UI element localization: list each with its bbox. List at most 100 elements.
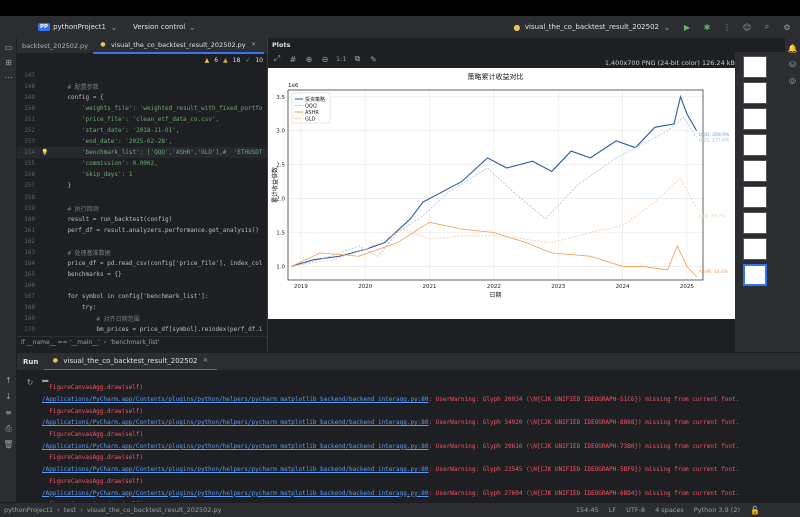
vcs-menu[interactable]: Version control ⌄: [133, 22, 197, 32]
code-line[interactable]: 158: [17, 192, 267, 203]
trash-icon[interactable]: 🗑: [3, 440, 14, 449]
code-line[interactable]: 162: [17, 236, 267, 247]
code-line[interactable]: 161 perf_df = result.analyzers.performan…: [17, 225, 267, 236]
notifications-icon[interactable]: 🔔: [787, 44, 798, 53]
y-tick-label: 1.5: [276, 231, 285, 237]
line-number: 154: [24, 149, 35, 157]
close-icon[interactable]: ✕: [251, 41, 257, 48]
python-file-icon: ●: [52, 357, 58, 364]
line-number: 164: [24, 259, 35, 267]
code-line[interactable]: 164 price_df = pd.read_csv(config['price…: [17, 258, 267, 269]
up-arrow-icon[interactable]: ↑: [5, 376, 12, 385]
status-path-folder[interactable]: test: [63, 506, 77, 514]
code-line[interactable]: 167 for symbol in config['benchmark_list…: [17, 291, 267, 302]
code-line[interactable]: 148 # 配置参数: [17, 81, 267, 92]
indent-setting[interactable]: 4 spaces: [655, 506, 684, 514]
code-line[interactable]: 163 # 处理基准数据: [17, 247, 267, 258]
code-line[interactable]: 149 config = {: [17, 92, 267, 103]
python-interpreter[interactable]: Python 3.9 (2): [693, 506, 740, 514]
print-icon[interactable]: ⎙: [5, 424, 12, 433]
down-arrow-icon[interactable]: ↓: [5, 392, 12, 401]
plot-thumbnail[interactable]: [743, 134, 767, 156]
plot-thumbnail[interactable]: [743, 108, 767, 130]
console-file-link[interactable]: /Applications/PyCharm.app/Contents/plugi…: [42, 419, 429, 427]
console-line: FigureCanvasAgg.draw(self): [38, 476, 800, 488]
plot-thumbnail[interactable]: [743, 56, 767, 78]
line-separator[interactable]: LF: [608, 506, 617, 514]
plot-thumbnail[interactable]: [743, 212, 767, 234]
settings-gear-icon[interactable]: ⚙: [783, 22, 791, 32]
code-line[interactable]: 154 💡 'benchmark_list': ['QQQ','ASHR','GL…: [17, 147, 267, 159]
code-editor[interactable]: ▲ 6 ▲ 18 ✓ 10 147 148 # 配置参数 149 config = {15…: [17, 54, 267, 336]
code-line[interactable]: 169 # 对齐日期范围: [17, 313, 267, 324]
plot-thumbnail-selected[interactable]: [743, 264, 767, 286]
run-config-tab[interactable]: ● visual_the_co_backtest_result_202502 ✕: [44, 353, 217, 371]
code-text: }: [53, 182, 72, 190]
close-icon[interactable]: ✕: [202, 357, 209, 364]
copy-icon[interactable]: ⧉: [354, 54, 361, 63]
console-file-link[interactable]: /Applications/PyCharm.app/Contents/plugi…: [42, 396, 429, 404]
tab-label: backtest_202502.py: [22, 41, 89, 50]
run-config-selector[interactable]: ● visual_the_co_backtest_result_202502 ⌄: [512, 22, 672, 32]
fit-icon[interactable]: ⤢: [273, 54, 281, 63]
code-line[interactable]: 151 'price_file': 'clean_etf_data_co.csv…: [17, 114, 267, 125]
project-switcher[interactable]: PP pythonProject1 ⌄: [38, 22, 119, 32]
code-line[interactable]: 156 'skip_days': 1: [17, 169, 267, 180]
chevron-down-icon: ⌄: [188, 22, 196, 32]
zoom-out-icon[interactable]: ⊖: [321, 54, 329, 64]
plot-thumbnail[interactable]: [743, 82, 767, 104]
status-path-project[interactable]: pythonProject1: [4, 506, 54, 514]
code-line[interactable]: 152 'start_date': '2018-11-01',: [17, 125, 267, 136]
more-tools-icon[interactable]: ⋯: [4, 73, 13, 82]
console-line: /Applications/PyCharm.app/Contents/plugi…: [38, 464, 800, 476]
zoom-actual-size[interactable]: 1:1: [336, 55, 347, 63]
code-line[interactable]: 165 benchmarks = {}: [17, 269, 267, 280]
soft-wrap-icon[interactable]: ≡: [5, 408, 12, 417]
title-bar: PP pythonProject1 ⌄ Version control ⌄ ● …: [0, 16, 800, 38]
grid-icon[interactable]: #: [289, 54, 297, 64]
run-icon[interactable]: ▶: [683, 22, 691, 32]
lightbulb-icon[interactable]: 💡: [41, 149, 49, 157]
breadcrumb-item[interactable]: 'benchmark_list': [110, 339, 160, 346]
plot-thumbnail[interactable]: [743, 186, 767, 208]
tab-visual-backtest[interactable]: ● visual_the_co_backtest_result_202502.p…: [93, 38, 264, 54]
code-line[interactable]: 147: [17, 70, 267, 81]
status-path: pythonProject1 › test › visual_the_co_ba…: [4, 506, 222, 514]
caret-position[interactable]: 154:45: [575, 506, 599, 514]
code-text: 'benchmark_list': ['QQQ','ASHR','GLD'],#…: [53, 149, 263, 157]
code-line[interactable]: 155 'commission': 0.0002,: [17, 158, 267, 169]
status-path-file[interactable]: visual_the_co_backtest_result_202502.py: [86, 506, 222, 514]
code-line[interactable]: 159 # 执行回测: [17, 203, 267, 214]
run-console[interactable]: FigureCanvasAgg.draw(self) /Applications/…: [38, 382, 800, 514]
console-file-link[interactable]: /Applications/PyCharm.app/Contents/plugi…: [42, 489, 429, 497]
code-line[interactable]: 157 }: [17, 180, 267, 191]
code-line[interactable]: 166: [17, 280, 267, 291]
database-icon[interactable]: ⛁: [789, 60, 796, 69]
console-file-link[interactable]: /Applications/PyCharm.app/Contents/plugi…: [42, 442, 429, 450]
lock-icon[interactable]: 🔓: [750, 505, 760, 515]
plot-thumbnail[interactable]: [743, 160, 767, 182]
add-user-icon[interactable]: ☺: [742, 22, 752, 32]
rerun-icon[interactable]: ↻: [26, 378, 34, 387]
console-line: FigureCanvasAgg.draw(self): [38, 429, 800, 441]
code-line[interactable]: 160 result = run_backtest(config): [17, 214, 267, 225]
color-picker-icon[interactable]: ✎: [370, 54, 377, 64]
more-icon[interactable]: ⋮: [723, 22, 731, 32]
debug-icon[interactable]: ✱: [703, 22, 711, 32]
search-icon[interactable]: ⌕: [764, 22, 770, 31]
breadcrumb-item[interactable]: if __name__ == '__main__': [21, 339, 100, 346]
zoom-in-icon[interactable]: ⊕: [305, 54, 313, 64]
inspection-widget[interactable]: ▲ 6 ▲ 18 ✓ 10: [205, 57, 263, 64]
file-encoding[interactable]: UTF-8: [626, 506, 646, 514]
code-line[interactable]: 153 'end_date': '2025-02-28',: [17, 136, 267, 147]
structure-icon[interactable]: ⊞: [5, 58, 12, 67]
console-file-link[interactable]: /Applications/PyCharm.app/Contents/plugi…: [42, 466, 429, 474]
tab-backtest[interactable]: backtest_202502.py: [17, 38, 93, 54]
ai-assistant-icon[interactable]: ◎: [789, 76, 796, 85]
plot-thumbnail[interactable]: [743, 238, 767, 260]
code-line[interactable]: 170 bm_prices = price_df[symbol].reindex…: [17, 324, 267, 335]
code-line[interactable]: 168 try:: [17, 302, 267, 313]
project-folder-icon[interactable]: ▭: [4, 43, 13, 52]
line-number: 167: [24, 292, 35, 300]
code-line[interactable]: 150 'weights_file': 'weighted_result_wit…: [17, 103, 267, 114]
